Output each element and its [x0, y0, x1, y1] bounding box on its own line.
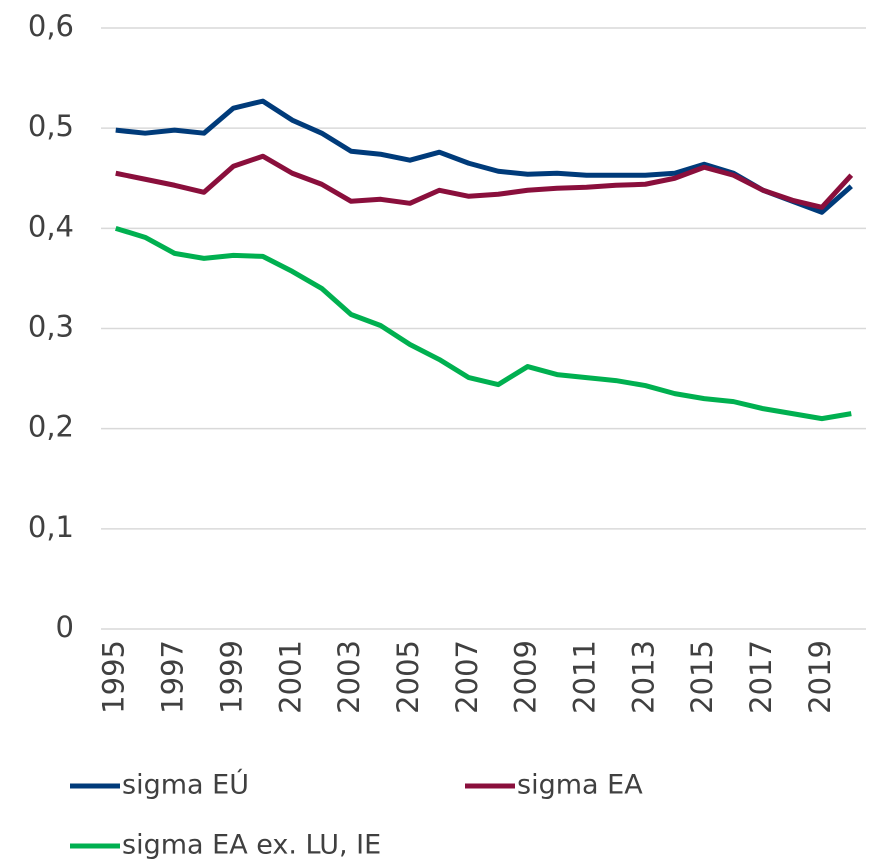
legend-label: sigma EA: [517, 770, 643, 801]
x-tick-label: 2003: [332, 640, 366, 714]
x-tick-label: 1999: [214, 640, 248, 714]
x-tick-label: 2011: [567, 640, 601, 714]
y-tick-label: 0,1: [28, 510, 74, 544]
x-tick-label: 2013: [626, 640, 660, 714]
x-tick-label: 2007: [450, 640, 484, 714]
y-tick-label: 0,6: [28, 9, 74, 43]
y-tick-label: 0: [56, 610, 74, 644]
series-line: [114, 225, 852, 422]
y-tick-label: 0,4: [28, 209, 74, 243]
legend-label: sigma EA ex. LU, IE: [122, 830, 381, 861]
y-tick-label: 0,3: [28, 310, 74, 344]
x-tick-label: 2015: [685, 640, 719, 714]
y-tick-label: 0,2: [28, 410, 74, 444]
series-line: [115, 153, 854, 210]
x-tick-label: 2009: [509, 640, 543, 714]
x-tick-label: 2001: [273, 640, 307, 714]
y-tick-label: 0,5: [28, 109, 74, 143]
x-tick-label: 2019: [803, 640, 837, 714]
x-tick-label: 2017: [744, 640, 778, 714]
x-tick-label: 1997: [156, 640, 190, 714]
x-tick-label: 2005: [391, 640, 425, 714]
legend-label: sigma EÚ: [122, 769, 249, 801]
x-tick-label: 1995: [97, 640, 131, 714]
